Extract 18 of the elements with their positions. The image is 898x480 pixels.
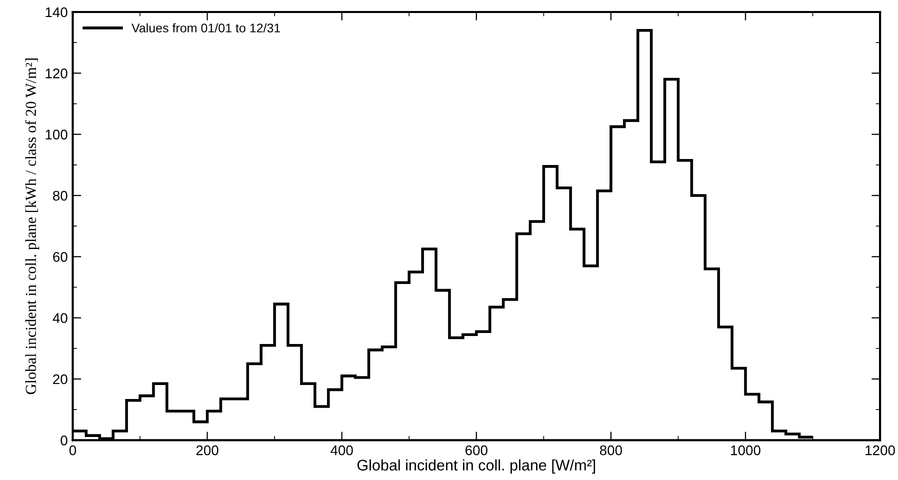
y-axis-title: Global incident in coll. plane [kWh / class of 20 W/m²] (25, 58, 40, 394)
x-tick-label: 200 (196, 445, 218, 456)
x-tick-label: 800 (600, 445, 622, 456)
y-tick-label: 100 (46, 130, 68, 140)
legend-label: Values from 01/01 to 12/31 (132, 23, 280, 32)
y-tick-label: 140 (46, 7, 68, 18)
x-tick-label: 1000 (731, 445, 760, 456)
x-tick-label: 0 (69, 445, 76, 456)
y-tick-label: 120 (46, 68, 68, 78)
x-tick-label: 400 (330, 445, 353, 456)
y-tick-label: 0 (60, 435, 68, 446)
x-axis-title: Global incident in coll. plane [W/m²] (357, 459, 596, 474)
y-tick-label: 80 (53, 190, 68, 201)
y-tick-label: 40 (52, 313, 68, 323)
x-tick-label: 1200 (866, 445, 895, 456)
y-tick-label: 60 (53, 252, 68, 262)
x-tick-label: 600 (466, 445, 488, 456)
y-tick-label: 20 (53, 374, 68, 384)
